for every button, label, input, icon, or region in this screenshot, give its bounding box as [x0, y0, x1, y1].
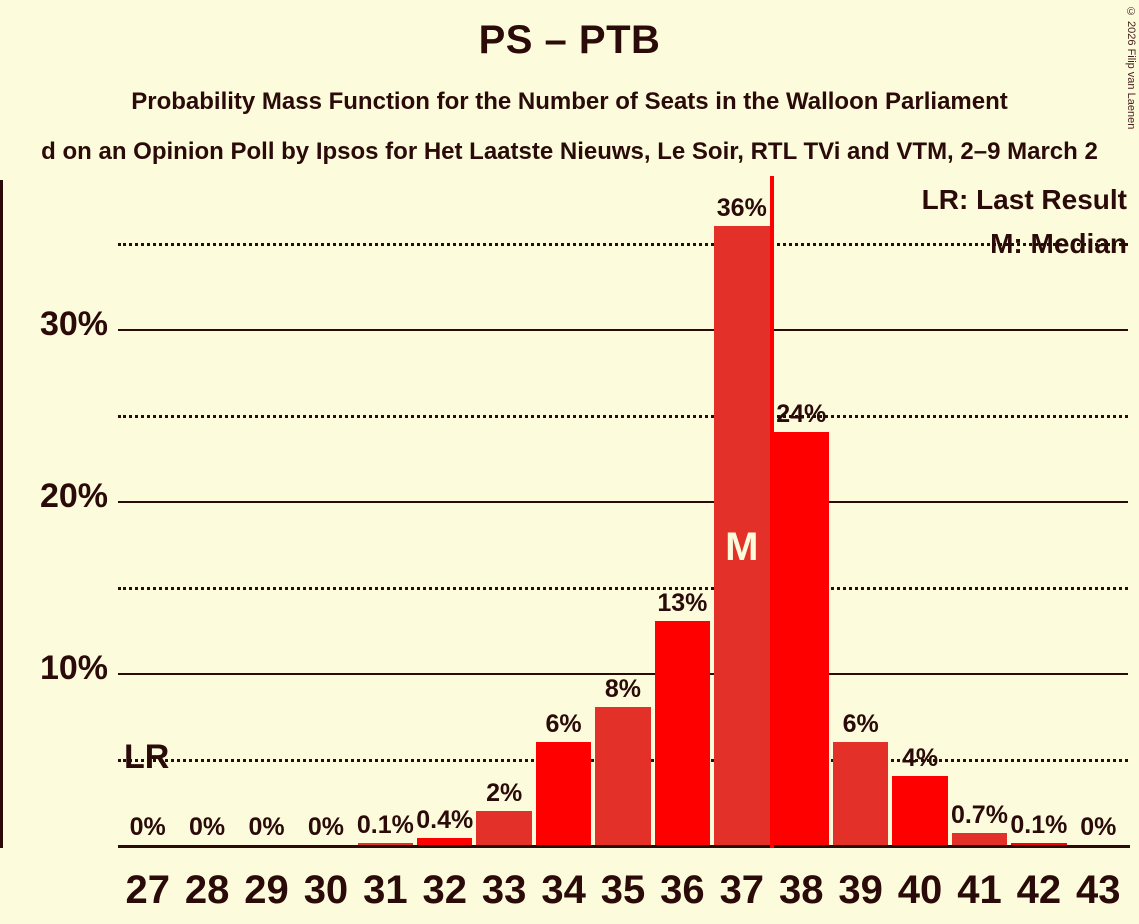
bar-seat-31: [357, 843, 414, 845]
bar-seat-32: [417, 838, 473, 845]
bar-value-label-39: 6%: [842, 709, 879, 738]
bar-value-label-32: 0.4%: [416, 806, 474, 835]
last-result-marker: LR: [124, 738, 170, 776]
gridline-10: [118, 673, 1128, 675]
x-axis: [118, 845, 1130, 848]
y-axis: [0, 180, 3, 848]
x-tick-label-33: 33: [481, 868, 527, 912]
x-tick-label-35: 35: [600, 868, 646, 912]
bar-seat-37: [714, 225, 770, 845]
bar-seat-35: [595, 707, 651, 845]
x-tick-label-32: 32: [422, 868, 468, 912]
chart-source-line: d on an Opinion Poll by Ipsos for Het La…: [41, 138, 1098, 165]
x-tick-label-30: 30: [303, 868, 349, 912]
page-title: PS – PTB: [478, 18, 661, 62]
x-tick-label-42: 42: [1016, 868, 1062, 912]
y-tick-label-30: 30%: [39, 305, 108, 343]
x-tick-label-41: 41: [957, 868, 1002, 912]
bar-value-label-43: 0%: [1080, 813, 1117, 841]
x-tick-label-39: 39: [838, 868, 883, 912]
legend-last-result: LR: Last Result: [921, 184, 1127, 215]
x-tick-label-34: 34: [541, 868, 586, 912]
bar-seat-38: [773, 432, 829, 845]
median-line: [769, 176, 774, 848]
bar-value-label-33: 2%: [486, 778, 523, 807]
y-tick-label-10: 10%: [39, 649, 108, 687]
bar-value-label-29: 0%: [248, 813, 285, 841]
bar-value-label-42: 0.1%: [1010, 811, 1068, 840]
bar-seat-33: [476, 810, 532, 845]
bar-value-label-37: 36%: [716, 193, 767, 222]
median-marker: M: [725, 525, 759, 569]
bar-value-label-27: 0%: [129, 813, 166, 841]
bar-seat-40: [892, 776, 948, 845]
bar-value-label-30: 0%: [307, 813, 344, 841]
bar-value-label-34: 6%: [545, 709, 582, 738]
x-tick-label-36: 36: [660, 868, 705, 912]
x-tick-label-29: 29: [244, 868, 289, 912]
bar-value-label-41: 0.7%: [950, 800, 1008, 829]
bar-seat-42: [1011, 843, 1067, 845]
gridline-35: [118, 243, 1128, 246]
bar-seat-34: [535, 741, 592, 845]
copyright-notice: © 2026 Filip van Laenen: [1125, 6, 1137, 130]
bar-value-label-36: 13%: [657, 589, 708, 618]
chart-subtitle: Probability Mass Function for the Number…: [131, 88, 1008, 115]
x-tick-label-43: 43: [1076, 868, 1121, 912]
x-tick-label-37: 37: [719, 868, 765, 912]
x-tick-label-38: 38: [778, 868, 824, 912]
x-tick-label-31: 31: [363, 868, 408, 912]
gridline-20: [118, 501, 1128, 503]
bar-value-label-38: 24%: [776, 400, 827, 429]
x-tick-label-28: 28: [184, 868, 230, 912]
x-tick-label-40: 40: [897, 868, 943, 912]
y-tick-label-20: 20%: [39, 477, 108, 515]
bar-seat-39: [832, 741, 889, 845]
bar-value-label-28: 0%: [189, 813, 226, 841]
gridline-25: [118, 415, 1128, 418]
x-tick-label-27: 27: [125, 868, 170, 912]
bar-value-label-40: 4%: [901, 744, 939, 773]
bar-value-label-31: 0.1%: [356, 811, 414, 840]
gridline-15: [118, 587, 1128, 590]
bar-seat-41: [951, 832, 1008, 845]
bar-seat-36: [654, 621, 711, 845]
gridline-30: [118, 329, 1128, 331]
bar-value-label-35: 8%: [604, 675, 642, 704]
plot-area: [118, 180, 1128, 845]
